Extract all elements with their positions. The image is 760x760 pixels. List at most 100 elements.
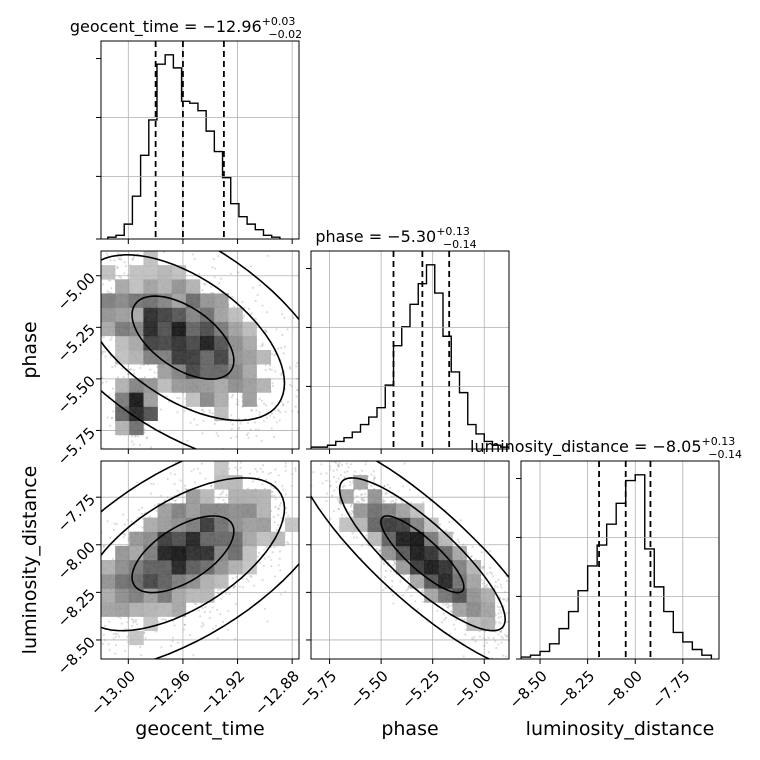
scatter-point [273, 416, 276, 419]
scatter-point [179, 479, 182, 482]
y-tick-label-phase: −5.75 [54, 424, 99, 469]
scatter-point [286, 404, 288, 406]
density-cell [256, 531, 272, 547]
scatter-point [96, 290, 98, 292]
scatter-point [296, 377, 299, 380]
scatter-point [290, 455, 292, 457]
scatter-point [46, 624, 48, 626]
scatter-point [96, 605, 98, 607]
scatter-point [337, 400, 339, 402]
scatter-point [135, 619, 138, 622]
density-cell [256, 378, 272, 393]
scatter-point [88, 309, 90, 311]
scatter-point [262, 564, 265, 568]
y-tick-label-phase: −5.50 [54, 372, 99, 417]
density-cell [200, 574, 215, 589]
scatter-point [234, 466, 237, 469]
scatter-point [96, 292, 98, 294]
scatter-point [252, 584, 256, 587]
scatter-point [126, 621, 129, 624]
scatter-point [46, 585, 48, 587]
scatter-point [263, 607, 266, 610]
density-cell [185, 350, 201, 365]
scatter-point [18, 246, 20, 248]
scatter-point [79, 226, 81, 228]
scatter-point [273, 494, 276, 497]
density-cell [228, 503, 243, 518]
scatter-point [200, 462, 203, 465]
scatter-point [271, 551, 274, 554]
scatter-point [262, 420, 266, 423]
scatter-point [96, 297, 98, 299]
density-cell [115, 307, 130, 323]
scatter-point [242, 586, 245, 589]
scatter-point [94, 651, 96, 653]
scatter-point [49, 634, 51, 636]
y-tick-label-luminosity_distance: −8.25 [54, 586, 99, 631]
scatter-point [305, 482, 307, 484]
scatter-point [132, 443, 135, 446]
scatter-point [217, 255, 220, 258]
scatter-point [269, 471, 272, 474]
scatter-point [250, 575, 253, 579]
scatter-point [110, 287, 113, 290]
scatter-point [263, 487, 266, 490]
scatter-point [93, 307, 95, 309]
scatter-point [264, 368, 267, 371]
scatter-point [219, 493, 222, 496]
scatter-point [258, 397, 261, 400]
scatter-point [197, 609, 200, 612]
scatter-point [225, 592, 228, 595]
scatter-point [279, 502, 283, 505]
scatter-point [103, 350, 106, 353]
scatter-point [111, 387, 114, 390]
density-cell [200, 378, 215, 393]
scatter-point [142, 363, 145, 367]
scatter-point [90, 572, 92, 574]
scatter-point [91, 575, 93, 577]
density-cell [171, 350, 187, 365]
scatter-point [79, 621, 81, 623]
scatter-point [295, 389, 298, 392]
scatter-point [256, 470, 259, 473]
scatter-point [114, 652, 117, 655]
scatter-point [336, 359, 338, 361]
density-cell [171, 560, 187, 575]
scatter-point [131, 435, 134, 438]
scatter-point [294, 405, 297, 408]
scatter-point [103, 638, 106, 642]
scatter-point [235, 402, 238, 405]
contour-line-1 [101, 253, 286, 422]
scatter-point [140, 512, 143, 516]
scatter-point [123, 272, 126, 275]
scatter-point [229, 458, 231, 460]
density-cell [115, 378, 130, 393]
density-cell [214, 517, 229, 533]
scatter-point [265, 416, 268, 419]
scatter-point [109, 424, 112, 427]
scatter-point [232, 305, 236, 308]
scatter-point [161, 618, 164, 621]
scatter-point [122, 376, 125, 379]
scatter-point [105, 252, 108, 255]
scatter-point [270, 485, 273, 488]
scatter-point [155, 509, 158, 512]
scatter-point [286, 328, 289, 331]
scatter-point [261, 344, 264, 347]
density-cell [143, 350, 158, 365]
density-cell [129, 265, 144, 280]
density-cell [200, 588, 215, 603]
scatter-point [118, 635, 121, 638]
scatter-point [290, 385, 293, 388]
scatter-point [101, 352, 104, 355]
scatter-point [287, 514, 290, 517]
panel-content [311, 251, 509, 449]
scatter-point [101, 377, 104, 380]
scatter-point [210, 485, 213, 488]
scatter-point [115, 522, 118, 526]
scatter-point [93, 604, 95, 606]
scatter-point [453, 628, 457, 631]
panel-content [286, 404, 509, 659]
scatter-point [153, 504, 156, 507]
scatter-point [211, 412, 214, 415]
